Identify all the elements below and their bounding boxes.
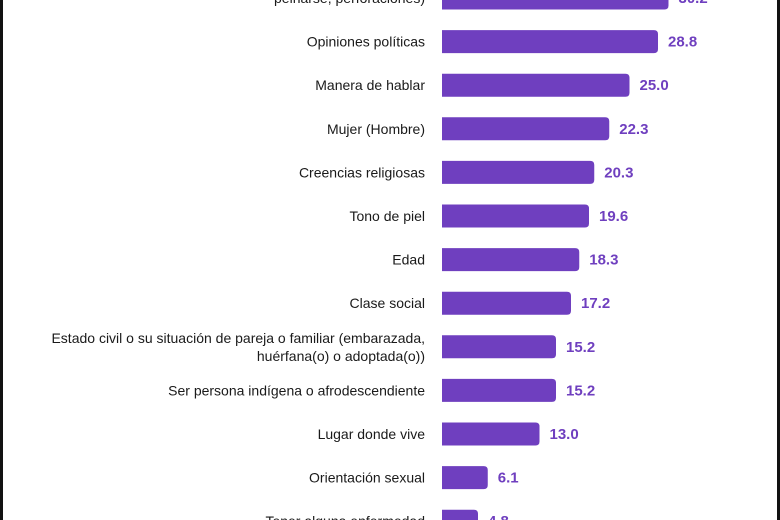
value-label: 22.3 xyxy=(619,121,648,138)
value-label: 13.0 xyxy=(550,426,579,443)
bar xyxy=(442,204,589,228)
bar xyxy=(442,335,556,359)
bar xyxy=(442,248,580,272)
bar xyxy=(442,30,658,54)
bar xyxy=(442,0,669,10)
value-label: 19.6 xyxy=(599,208,628,225)
category-label: Opiniones políticas xyxy=(307,34,425,50)
category-label: Edad xyxy=(392,252,425,268)
value-label: 6.1 xyxy=(498,470,519,487)
category-label: Manera de hablar xyxy=(315,77,425,93)
category-label: Orientación sexual xyxy=(309,470,425,486)
bar xyxy=(442,73,630,97)
category-label: Mujer (Hombre) xyxy=(327,121,425,137)
category-label: Clase social xyxy=(350,295,425,311)
category-label: Lugar donde vive xyxy=(318,426,426,442)
category-label: Ser persona indígena o afrodescendiente xyxy=(168,382,425,398)
bar xyxy=(442,160,595,184)
value-label: 28.8 xyxy=(668,34,697,51)
category-label: Creencias religiosas xyxy=(299,164,425,180)
category-label: Estado civil o su situación de pareja o … xyxy=(51,330,425,346)
value-label: 15.2 xyxy=(566,382,595,399)
value-label: 20.3 xyxy=(604,164,633,181)
category-label: peinarse, perforaciones) xyxy=(274,0,425,6)
bar xyxy=(442,509,478,520)
bar-chart: 30.2 peinarse, perforaciones) 28.8 Opinione… xyxy=(51,0,708,520)
category-label: Tono de piel xyxy=(349,208,425,224)
value-label: 15.2 xyxy=(566,339,595,356)
bar xyxy=(442,422,540,446)
bar xyxy=(442,291,571,315)
value-label: 17.2 xyxy=(581,295,610,312)
category-label: huérfana(o) o adoptada(o)) xyxy=(257,348,425,364)
value-label: 25.0 xyxy=(640,77,669,94)
value-label: 4.8 xyxy=(488,513,509,520)
bar xyxy=(442,466,488,490)
value-label: 18.3 xyxy=(589,252,618,269)
value-label: 30.2 xyxy=(679,0,708,7)
bar xyxy=(442,378,556,402)
category-label: Tener alguna enfermedad xyxy=(265,513,425,520)
bar xyxy=(442,117,610,141)
